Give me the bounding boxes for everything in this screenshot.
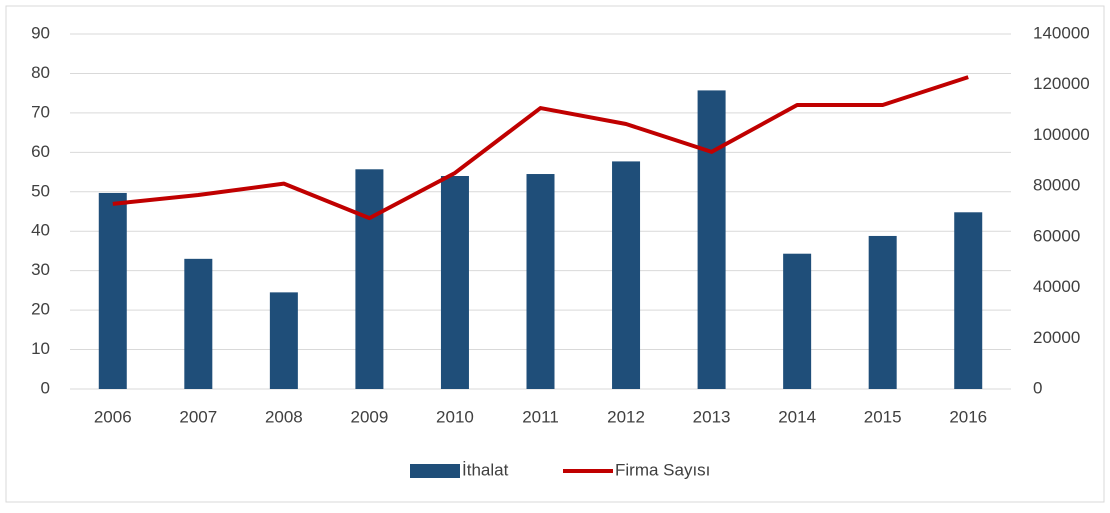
bar (440, 176, 469, 389)
legend-label: İthalat (462, 460, 509, 479)
y2-tick-label: 120000 (1033, 74, 1090, 93)
y-tick-label: 10 (31, 339, 50, 358)
bar (98, 192, 127, 389)
legend-swatch (410, 464, 460, 478)
bar (269, 292, 298, 389)
x-tick-label: 2009 (350, 407, 388, 426)
x-tick-label: 2013 (693, 407, 731, 426)
bar (612, 161, 641, 389)
line (112, 75, 969, 221)
bar (954, 212, 983, 389)
bar (868, 235, 897, 389)
bar (697, 90, 726, 390)
x-tick-label: 2016 (949, 407, 987, 426)
y2-tick-label: 60000 (1033, 226, 1080, 245)
bar (184, 258, 213, 389)
y-tick-label: 70 (31, 102, 50, 121)
bar (526, 174, 555, 389)
y2-tick-label: 100000 (1033, 125, 1090, 144)
bar (355, 169, 384, 389)
x-tick-label: 2011 (522, 407, 559, 426)
y2-tick-label: 0 (1033, 378, 1042, 397)
x-tick-label: 2006 (94, 407, 132, 426)
x-tick-label: 2012 (607, 407, 645, 426)
x-tick-label: 2008 (265, 407, 303, 426)
y-tick-label: 90 (31, 23, 50, 42)
y-tick-label: 40 (31, 221, 50, 240)
y2-tick-label: 140000 (1033, 23, 1090, 42)
y2-tick-label: 40000 (1033, 277, 1080, 296)
y-tick-label: 30 (31, 260, 50, 279)
x-tick-label: 2015 (864, 407, 902, 426)
y2-tick-label: 80000 (1033, 176, 1080, 195)
x-tick-label: 2014 (778, 407, 816, 426)
y-tick-label: 0 (41, 378, 50, 397)
y-tick-label: 50 (31, 181, 50, 200)
y-tick-label: 80 (31, 63, 50, 82)
y-tick-label: 60 (31, 142, 50, 161)
chart-border (5, 5, 1105, 503)
x-tick-label: 2007 (179, 407, 217, 426)
legend-label: Firma Sayısı (615, 460, 710, 479)
y-tick-label: 20 (31, 300, 50, 319)
x-tick-label: 2010 (436, 407, 474, 426)
bar (783, 253, 812, 389)
y2-tick-label: 20000 (1033, 328, 1080, 347)
